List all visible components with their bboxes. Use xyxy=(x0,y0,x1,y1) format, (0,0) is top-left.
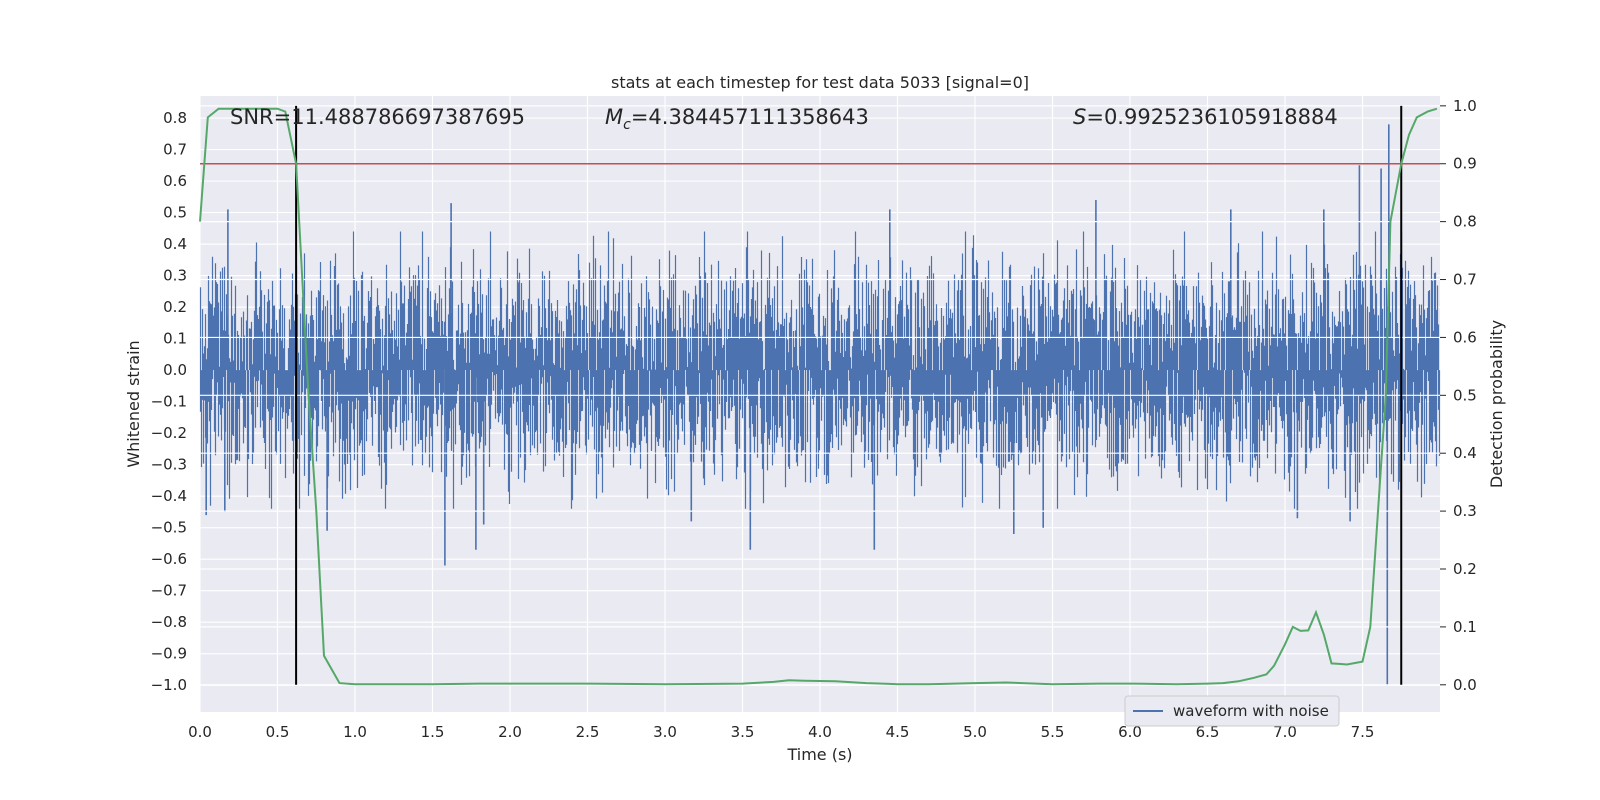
waveform-spikes xyxy=(205,124,1390,686)
legend-label: waveform with noise xyxy=(1173,702,1329,720)
x-tick-label: 1.5 xyxy=(421,723,445,741)
x-axis-label: Time (s) xyxy=(786,745,852,764)
waveform-series xyxy=(199,124,1441,686)
x-tick-label: 1.0 xyxy=(343,723,367,741)
detection-probability-line xyxy=(199,107,1438,686)
legend-box xyxy=(1124,695,1340,727)
y-tick-label: 0.5 xyxy=(163,204,187,222)
y-tick-label: −0.2 xyxy=(151,424,187,442)
chart-title: stats at each timestep for test data 503… xyxy=(611,73,1029,92)
x-tick-label: 7.5 xyxy=(1351,723,1375,741)
score-annotation: S=0.9925236105918884 xyxy=(1073,105,1338,129)
y2-tick-label: 0.5 xyxy=(1453,386,1477,404)
x-tick-labels: 0.0 0.5 1.0 1.5 2.0 2.5 3.0 3.5 4.0 4.5 5.0 5.5 6.0 6… xyxy=(188,723,1374,741)
y2-tick-label: 0.1 xyxy=(1453,618,1477,636)
y-tick-label: −0.7 xyxy=(151,582,187,600)
y2-tick-label: 0.0 xyxy=(1453,676,1477,694)
y-tick-label: 0.3 xyxy=(163,267,187,285)
x-tick-label: 2.0 xyxy=(498,723,522,741)
chirp-mass-annotation: Mc=4.384457111358643 xyxy=(605,105,869,133)
y-tick-label: −0.5 xyxy=(151,519,187,537)
x-tick-label: 6.5 xyxy=(1196,723,1220,741)
snr-annotation: SNR=11.488786697387695 xyxy=(230,105,525,129)
y-tick-label: 0.4 xyxy=(163,235,187,253)
x-tick-label: 3.5 xyxy=(731,723,755,741)
y-tick-label: −0.3 xyxy=(151,456,187,474)
y-tick-label: −0.1 xyxy=(151,393,187,411)
x-tick-label: 6.0 xyxy=(1118,723,1142,741)
y2-tick-label: 0.4 xyxy=(1453,444,1477,462)
y2-tick-label: 0.6 xyxy=(1453,328,1477,346)
y-tick-label: −0.9 xyxy=(151,645,187,663)
y-tick-label: 0.1 xyxy=(163,330,187,348)
x-tick-label: 5.0 xyxy=(963,723,987,741)
x-tick-label: 0.5 xyxy=(266,723,290,741)
x-tick-label: 3.0 xyxy=(653,723,677,741)
x-tick-label: 2.5 xyxy=(576,723,600,741)
y-axis-label: Whitened strain xyxy=(124,340,143,467)
y-tick-label: 0.0 xyxy=(163,361,187,379)
y-tick-label: −0.6 xyxy=(151,550,187,568)
y2-tick-label: 0.3 xyxy=(1453,502,1477,520)
legend: waveform with noise xyxy=(1124,695,1340,727)
x-tick-label: 5.5 xyxy=(1041,723,1065,741)
y-tick-labels: 0.8 0.7 0.6 0.5 0.4 0.3 0.2 0.1 0.0 −0.1 −0.2 −0.3 −… xyxy=(151,109,187,694)
y2-tick-labels: 1.0 0.9 0.8 0.7 0.6 0.5 0.4 0.3 0.2 0.1 0.0 xyxy=(1440,97,1477,694)
y-tick-label: 0.6 xyxy=(163,172,187,190)
y2-tick-label: 0.9 xyxy=(1453,155,1477,173)
x-tick-label: 4.0 xyxy=(808,723,832,741)
y-tick-label: 0.7 xyxy=(163,141,187,159)
vertical-markers xyxy=(295,105,1403,685)
y-tick-label: 0.2 xyxy=(163,298,187,316)
x-tick-label: 4.5 xyxy=(886,723,910,741)
y2-tick-label: 1.0 xyxy=(1453,97,1477,115)
y-tick-label: 0.8 xyxy=(163,109,187,127)
y-tick-label: −1.0 xyxy=(151,676,187,694)
y-tick-label: −0.8 xyxy=(151,613,187,631)
y2-tick-label: 0.2 xyxy=(1453,560,1477,578)
y2-tick-label: 0.8 xyxy=(1453,213,1477,231)
y2-axis-label: Detection probability xyxy=(1487,320,1506,488)
y-tick-label: −0.4 xyxy=(151,487,187,505)
x-tick-label: 7.0 xyxy=(1273,723,1297,741)
x-tick-label: 0.0 xyxy=(188,723,212,741)
y2-tick-label: 0.7 xyxy=(1453,271,1477,289)
